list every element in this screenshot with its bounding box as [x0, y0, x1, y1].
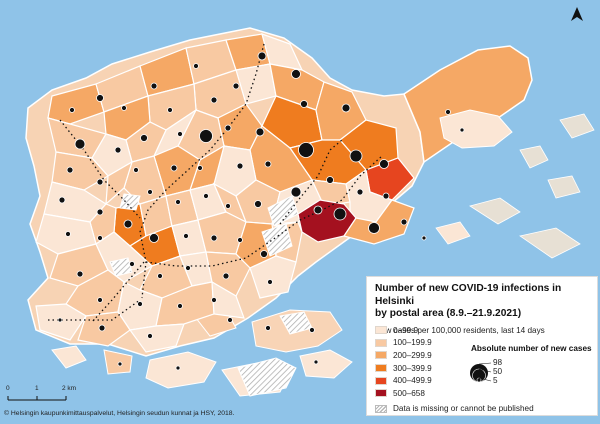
north-arrow-icon	[571, 7, 583, 21]
legend-class-row: 500–658	[375, 387, 432, 400]
absolute-label-5: 5	[493, 376, 498, 385]
missing-data-areas	[109, 193, 313, 397]
absolute-label-50: 50	[493, 367, 503, 376]
copyright-text: © Helsingin kaupunkimittauspalvelut, Hel…	[4, 410, 235, 417]
legend-swatch	[375, 326, 387, 335]
legend-class-row: 400–499.9	[375, 374, 432, 387]
scale-label-0: 0	[6, 385, 10, 392]
absolute-cases-title: Absolute number of new cases	[471, 344, 592, 353]
scale-bar	[7, 396, 67, 401]
legend-class-row: 300–399.9	[375, 362, 432, 375]
case-circles	[57, 51, 465, 371]
legend-swatch	[375, 351, 387, 360]
legend-classes: 0–99.9 100–199.9 200–299.9 300–399.9 400…	[375, 324, 432, 400]
rail-lines	[48, 43, 383, 323]
hatch-swatch	[375, 404, 387, 413]
absolute-cases-symbols	[470, 362, 492, 383]
legend-swatch	[375, 389, 387, 398]
legend-swatch	[375, 364, 387, 373]
legend-class-row: 0–99.9	[375, 324, 432, 337]
legend-class-row: 100–199.9	[375, 337, 432, 350]
postal-areas	[35, 33, 415, 353]
legend: Number of new COVID-19 infections in Hel…	[366, 276, 598, 416]
legend-class-row: 200–299.9	[375, 349, 432, 362]
legend-swatch	[375, 338, 387, 347]
legend-missing-row: Data is missing or cannot be published	[375, 404, 534, 413]
legend-subtitle: New cases per 100,000 residents, last 14…	[375, 325, 545, 335]
legend-title: Number of new COVID-19 infections in Hel…	[375, 283, 562, 319]
legend-swatch	[375, 376, 387, 385]
scale-label-2km: 2 km	[62, 385, 77, 392]
absolute-label-98: 98	[493, 358, 503, 367]
scale-label-1: 1	[35, 385, 39, 392]
